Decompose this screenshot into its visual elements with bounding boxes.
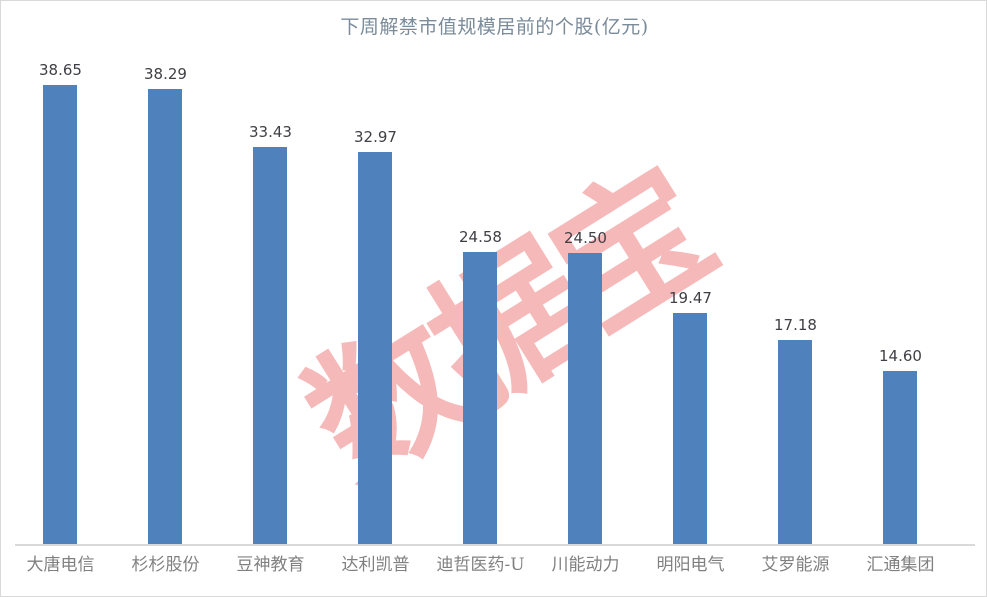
bar-group: 24.58 [428,55,533,544]
bar[interactable] [883,371,917,544]
category-label: 明阳电气 [656,555,725,575]
bar[interactable] [358,152,392,544]
bar[interactable] [253,147,287,544]
bar-group: 38.65 [8,55,113,544]
bar-group: 14.60 [848,55,953,544]
category-label: 迪哲医药-U [436,555,525,575]
bar-group: 38.29 [113,55,218,544]
bar-value-label: 19.47 [669,289,712,307]
category-label: 豆神教育 [236,555,305,575]
chart-title: 下周解禁市值规模居前的个股(亿元) [340,16,649,38]
bar-group: 17.18 [743,55,848,544]
bar-value-label: 24.58 [459,228,502,246]
bar-value-label: 38.65 [39,61,82,79]
bar-value-label: 33.43 [249,123,292,141]
bar-group: 32.97 [323,55,428,544]
bar-group: 33.43 [218,55,323,544]
bar-value-label: 38.29 [144,65,187,83]
category-label: 艾罗能源 [761,555,830,575]
bar[interactable] [43,85,77,544]
bar-group: 24.50 [533,55,638,544]
category-label: 杉杉股份 [131,555,200,575]
bar[interactable] [778,340,812,544]
bar[interactable] [568,253,602,544]
bar-value-label: 14.60 [879,347,922,365]
bar-value-label: 32.97 [354,128,397,146]
bar-value-label: 24.50 [564,229,607,247]
bar[interactable] [148,89,182,544]
bar-value-label: 17.18 [774,316,817,334]
bar[interactable] [673,313,707,544]
category-axis-line [15,544,975,546]
bar-group: 19.47 [638,55,743,544]
bar[interactable] [463,252,497,544]
category-label: 川能动力 [551,555,620,575]
category-label: 达利凯普 [341,555,410,575]
category-label: 大唐电信 [26,555,95,575]
category-label: 汇通集团 [866,555,935,575]
